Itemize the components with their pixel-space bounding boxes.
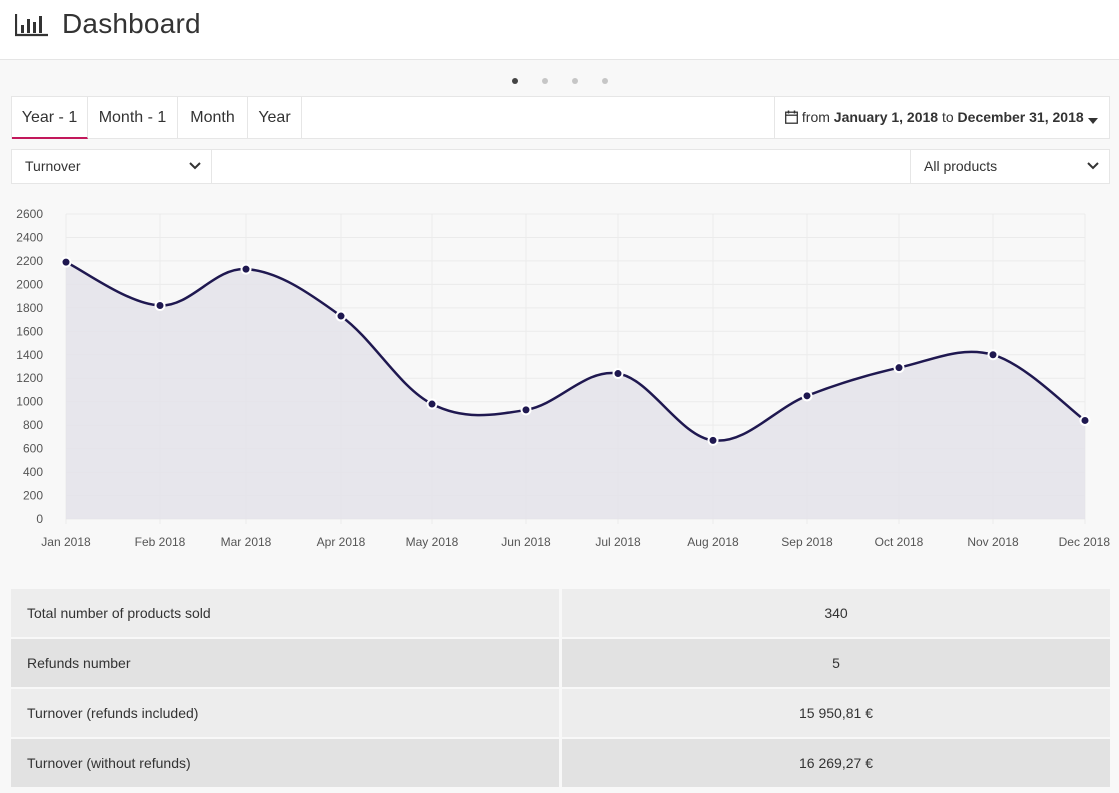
tab-month[interactable]: Month (178, 97, 248, 139)
date-range-picker[interactable]: from January 1, 2018 to December 31, 201… (774, 97, 1109, 138)
y-tick-label: 0 (36, 512, 43, 526)
y-tick-label: 2200 (16, 254, 43, 268)
x-tick-label: Nov 2018 (967, 535, 1019, 549)
y-tick-label: 1600 (16, 324, 43, 338)
stats-row-products-sold: Total number of products sold 340 (11, 589, 1110, 637)
data-point (240, 263, 252, 275)
x-tick-label: Jul 2018 (595, 535, 641, 549)
stat-value: 15 950,81 € (562, 689, 1110, 737)
y-tick-label: 400 (23, 465, 43, 479)
x-tick-label: Aug 2018 (687, 535, 739, 549)
stat-label: Turnover (without refunds) (11, 739, 559, 787)
y-tick-label: 600 (23, 442, 43, 456)
x-tick-label: Jun 2018 (501, 535, 551, 549)
x-tick-label: Sep 2018 (781, 535, 833, 549)
filter-bar: Turnover All products (11, 149, 1110, 184)
carousel-dot[interactable] (602, 78, 608, 84)
turnover-chart: 0 200 400 600 800 1000 1200 1400 1600 1800 2000 220… (16, 207, 1111, 549)
carousel-dots (0, 76, 1119, 86)
data-point (707, 434, 719, 446)
x-tick-label: Oct 2018 (875, 535, 924, 549)
x-tick-label: Mar 2018 (221, 535, 272, 549)
carousel-dot[interactable] (542, 78, 548, 84)
series-area (66, 262, 1085, 519)
chevron-down-icon (1087, 162, 1099, 170)
stats-row-refunds: Refunds number 5 (11, 639, 1110, 687)
stat-value: 340 (562, 589, 1110, 637)
product-select-value: All products (924, 158, 998, 174)
from-word: from (801, 109, 830, 125)
calendar-icon (785, 110, 798, 124)
stat-value: 5 (562, 639, 1110, 687)
x-tick-label: Feb 2018 (135, 535, 186, 549)
data-point (801, 390, 813, 402)
stat-label: Turnover (refunds included) (11, 689, 559, 737)
y-tick-label: 1200 (16, 371, 43, 385)
tab-year-minus-1[interactable]: Year - 1 (12, 97, 88, 139)
carousel-dot[interactable] (572, 78, 578, 84)
y-tick-label: 1800 (16, 301, 43, 315)
stat-label: Total number of products sold (11, 589, 559, 637)
date-from: January 1, 2018 (833, 109, 939, 125)
x-tick-label: Apr 2018 (317, 535, 366, 549)
x-tick-label: Jan 2018 (41, 535, 91, 549)
metric-select[interactable]: Turnover (12, 150, 212, 183)
caret-down-icon (1087, 118, 1098, 124)
data-point (60, 256, 72, 268)
tab-month-minus-1[interactable]: Month - 1 (88, 97, 178, 139)
page-title: Dashboard (62, 8, 201, 39)
data-point (520, 404, 532, 416)
stat-label: Refunds number (11, 639, 559, 687)
data-point (154, 300, 166, 311)
y-tick-label: 2000 (16, 277, 43, 291)
period-tabs: Year - 1 Month - 1 Month Year from Janua… (11, 96, 1110, 139)
stats-row-turnover-without-refunds: Turnover (without refunds) 16 269,27 € (11, 739, 1110, 787)
chevron-down-icon (189, 162, 201, 170)
y-tick-label: 800 (23, 418, 43, 432)
data-point (1079, 414, 1091, 426)
x-tick-label: Dec 2018 (1059, 535, 1111, 549)
x-tick-label: May 2018 (406, 535, 459, 549)
stat-value: 16 269,27 € (562, 739, 1110, 787)
y-tick-label: 2400 (16, 230, 43, 244)
data-point (987, 349, 999, 361)
date-to: December 31, 2018 (957, 109, 1084, 125)
data-point (426, 398, 438, 410)
to-word: to (941, 109, 954, 125)
y-tick-label: 1000 (16, 395, 43, 409)
product-select[interactable]: All products (910, 150, 1109, 183)
data-point (893, 362, 905, 374)
y-tick-label: 1400 (16, 348, 43, 362)
data-point (612, 368, 624, 380)
data-point (335, 310, 347, 322)
stats-row-turnover-refunds-included: Turnover (refunds included) 15 950,81 € (11, 689, 1110, 737)
y-tick-label: 2600 (16, 207, 43, 221)
bar-chart-icon (15, 14, 48, 37)
page-header: Dashboard (0, 0, 1119, 60)
y-tick-label: 200 (23, 489, 43, 503)
metric-select-value: Turnover (25, 158, 81, 174)
tab-year[interactable]: Year (248, 97, 302, 139)
carousel-dot[interactable] (512, 78, 518, 84)
